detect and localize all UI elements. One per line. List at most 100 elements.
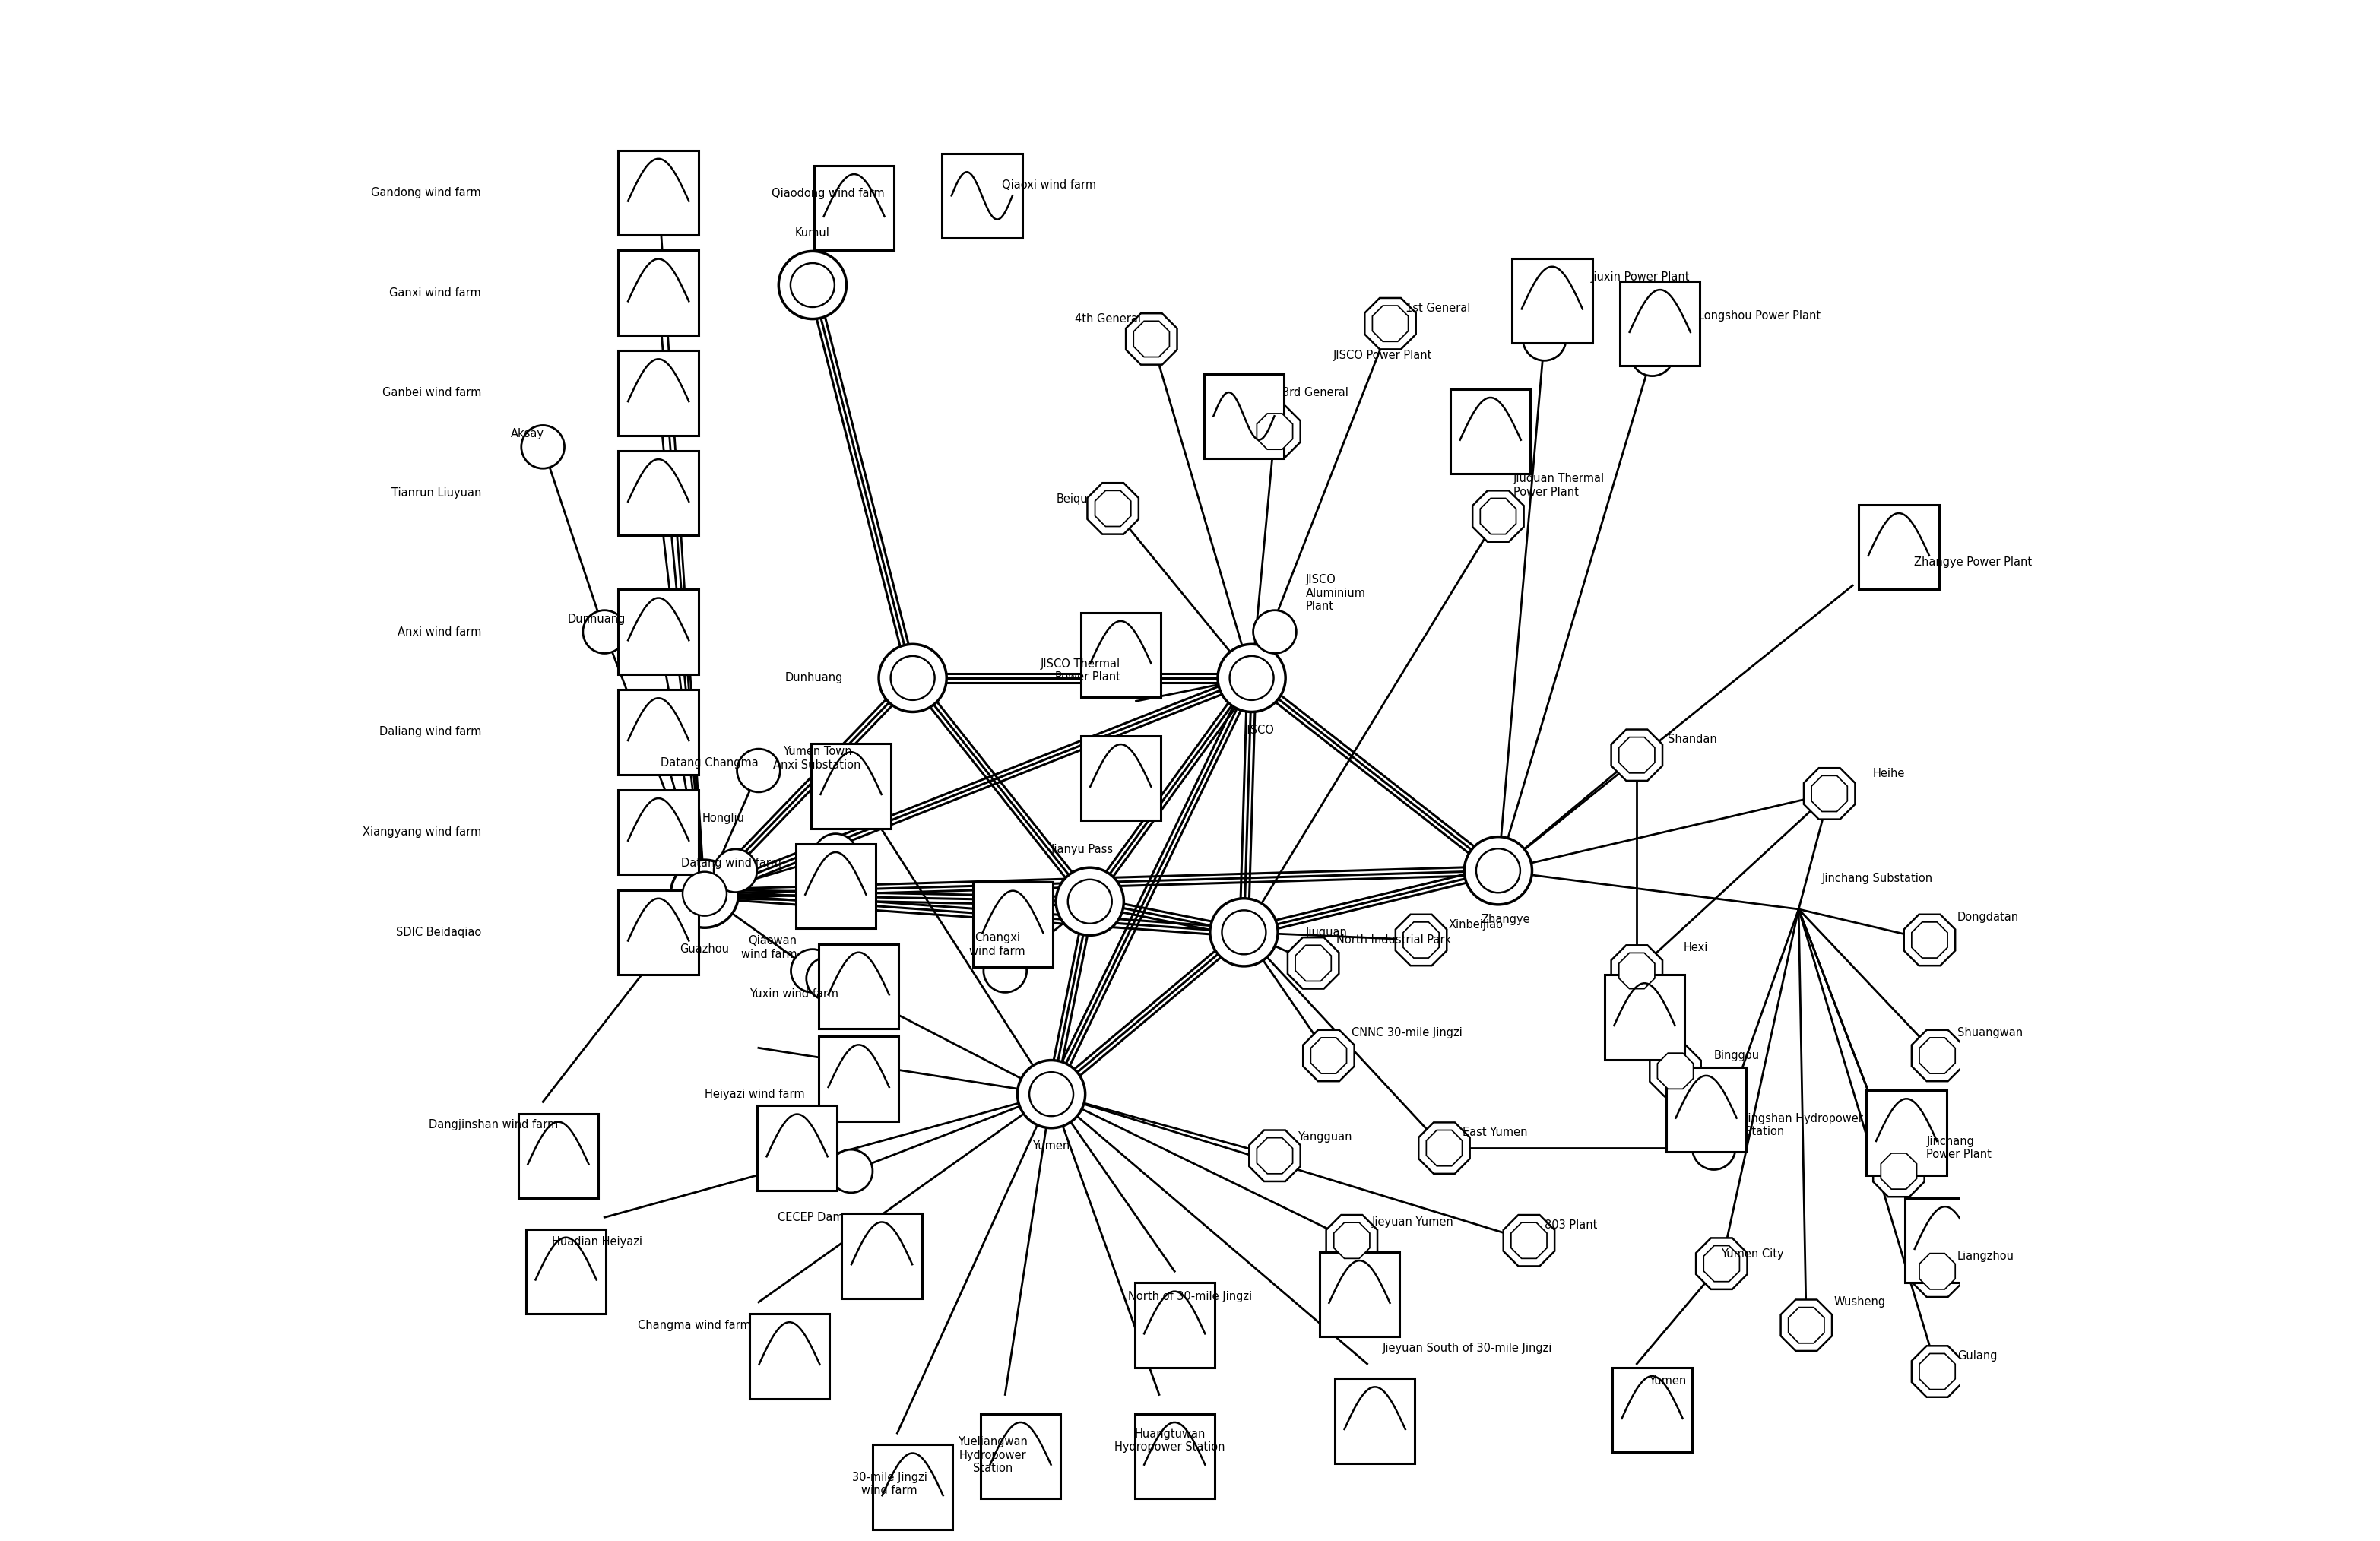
- Polygon shape: [1697, 1237, 1747, 1290]
- Circle shape: [983, 949, 1026, 992]
- Polygon shape: [1918, 1353, 1956, 1390]
- Text: Binggou: Binggou: [1714, 1049, 1759, 1062]
- FancyBboxPatch shape: [1866, 1091, 1947, 1174]
- FancyBboxPatch shape: [819, 943, 900, 1029]
- Circle shape: [831, 1150, 873, 1193]
- FancyBboxPatch shape: [757, 1106, 838, 1190]
- Polygon shape: [1095, 490, 1130, 527]
- Text: North of 30-mile Jingzi: North of 30-mile Jingzi: [1128, 1291, 1252, 1302]
- Polygon shape: [1473, 490, 1523, 542]
- Polygon shape: [1611, 945, 1664, 997]
- FancyBboxPatch shape: [526, 1230, 607, 1313]
- Text: Beiqu: Beiqu: [1057, 493, 1088, 505]
- Text: Xinbeijiao: Xinbeijiao: [1449, 918, 1504, 931]
- Circle shape: [890, 656, 935, 700]
- Text: Jieyuan South of 30-mile Jingzi: Jieyuan South of 30-mile Jingzi: [1383, 1342, 1552, 1355]
- Polygon shape: [1126, 313, 1178, 365]
- Text: JISCO
Aluminium
Plant: JISCO Aluminium Plant: [1307, 575, 1366, 612]
- Polygon shape: [1873, 1145, 1925, 1197]
- Text: Qiaodong wind farm: Qiaodong wind farm: [771, 188, 885, 199]
- Polygon shape: [1911, 1029, 1963, 1082]
- Text: Jiuxin Power Plant: Jiuxin Power Plant: [1590, 271, 1690, 284]
- Circle shape: [1230, 656, 1273, 700]
- FancyBboxPatch shape: [619, 690, 697, 774]
- Circle shape: [778, 251, 847, 319]
- Polygon shape: [1302, 1029, 1354, 1082]
- Text: Dangjinshan wind farm: Dangjinshan wind farm: [428, 1119, 559, 1131]
- FancyBboxPatch shape: [1081, 737, 1161, 820]
- FancyBboxPatch shape: [981, 1415, 1061, 1498]
- FancyBboxPatch shape: [843, 1214, 921, 1298]
- Circle shape: [583, 610, 626, 653]
- Circle shape: [1209, 898, 1278, 966]
- Text: Jinchang Substation: Jinchang Substation: [1821, 872, 1933, 885]
- Text: Tianrun Liuyuan: Tianrun Liuyuan: [390, 487, 481, 499]
- Text: Jiuquan Thermal
Power Plant: Jiuquan Thermal Power Plant: [1514, 473, 1604, 498]
- Text: Guazhou: Guazhou: [681, 943, 728, 954]
- FancyBboxPatch shape: [619, 450, 697, 535]
- Polygon shape: [1649, 1045, 1702, 1097]
- Polygon shape: [1780, 1299, 1833, 1351]
- FancyBboxPatch shape: [1611, 1368, 1692, 1452]
- Text: Huangtuwan
Hydropower Station: Huangtuwan Hydropower Station: [1114, 1429, 1226, 1453]
- FancyBboxPatch shape: [1335, 1378, 1416, 1464]
- FancyBboxPatch shape: [750, 1313, 831, 1399]
- Text: Gulang: Gulang: [1956, 1350, 1997, 1362]
- FancyBboxPatch shape: [1135, 1282, 1214, 1368]
- Polygon shape: [1333, 1222, 1371, 1259]
- Text: CNNC 30-mile Jingzi: CNNC 30-mile Jingzi: [1352, 1026, 1464, 1039]
- FancyBboxPatch shape: [1319, 1251, 1399, 1336]
- Circle shape: [878, 644, 947, 712]
- Text: Yumen: Yumen: [1649, 1376, 1687, 1387]
- Circle shape: [790, 264, 835, 307]
- Circle shape: [1016, 1060, 1085, 1128]
- Text: Changxi
wind farm: Changxi wind farm: [969, 932, 1026, 957]
- Text: Datang wind farm: Datang wind farm: [681, 857, 781, 869]
- Circle shape: [1069, 880, 1111, 923]
- FancyBboxPatch shape: [619, 589, 697, 675]
- Circle shape: [1254, 610, 1297, 653]
- Circle shape: [714, 849, 757, 892]
- Text: Huadian Heiyazi: Huadian Heiyazi: [552, 1236, 643, 1247]
- Text: Jieyuan Yumen: Jieyuan Yumen: [1371, 1216, 1454, 1228]
- Text: Zhangye Power Plant: Zhangye Power Plant: [1914, 556, 2033, 569]
- FancyBboxPatch shape: [814, 166, 895, 250]
- Text: Dunhuang: Dunhuang: [785, 672, 843, 684]
- Text: Shandan: Shandan: [1668, 734, 1716, 746]
- Text: 4th General: 4th General: [1073, 313, 1140, 325]
- Text: SDIC Beidaqiao: SDIC Beidaqiao: [395, 926, 481, 938]
- Text: Anxi wind farm: Anxi wind farm: [397, 626, 481, 638]
- Text: Hexi: Hexi: [1683, 942, 1709, 954]
- Text: Heiyazi wind farm: Heiyazi wind farm: [704, 1088, 804, 1100]
- Polygon shape: [1426, 1130, 1461, 1167]
- Polygon shape: [1395, 914, 1447, 966]
- Circle shape: [1028, 1073, 1073, 1116]
- Polygon shape: [1656, 1053, 1692, 1089]
- Text: Qiaoxi wind farm: Qiaoxi wind farm: [1002, 179, 1097, 191]
- Text: Yumen: Yumen: [1033, 1140, 1071, 1151]
- Polygon shape: [1787, 1307, 1823, 1344]
- Polygon shape: [1088, 482, 1138, 535]
- Polygon shape: [1880, 1153, 1916, 1190]
- Polygon shape: [1373, 305, 1409, 342]
- Polygon shape: [1288, 937, 1340, 989]
- Text: Zhangye: Zhangye: [1480, 914, 1530, 925]
- Polygon shape: [1911, 1245, 1963, 1298]
- Text: 803 Plant: 803 Plant: [1545, 1219, 1597, 1231]
- Polygon shape: [1404, 922, 1440, 959]
- Text: Xiangyang wind farm: Xiangyang wind farm: [362, 826, 481, 838]
- FancyBboxPatch shape: [1621, 280, 1699, 367]
- Polygon shape: [1804, 767, 1854, 820]
- Polygon shape: [1257, 413, 1292, 450]
- Text: 1st General: 1st General: [1407, 302, 1471, 314]
- Polygon shape: [1618, 952, 1654, 989]
- Text: Datang Changma: Datang Changma: [662, 757, 759, 769]
- Text: Dunhuang: Dunhuang: [569, 613, 626, 626]
- FancyBboxPatch shape: [812, 744, 890, 829]
- Circle shape: [790, 949, 833, 992]
- Polygon shape: [1618, 737, 1654, 774]
- FancyBboxPatch shape: [619, 891, 697, 975]
- Circle shape: [1476, 849, 1521, 892]
- FancyBboxPatch shape: [973, 881, 1052, 968]
- FancyBboxPatch shape: [619, 149, 697, 234]
